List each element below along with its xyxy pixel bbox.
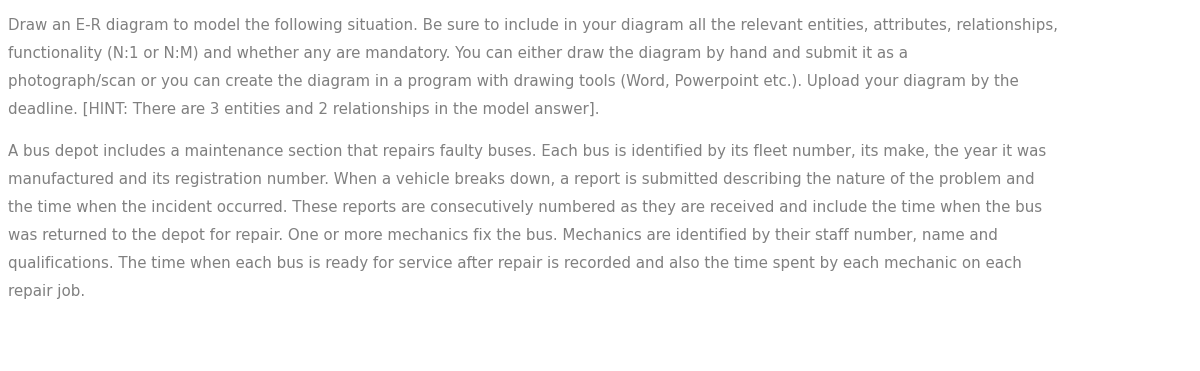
Text: the time when the incident occurred. These reports are consecutively numbered as: the time when the incident occurred. The… — [8, 200, 1042, 215]
Text: A bus depot includes a maintenance section that repairs faulty buses. Each bus i: A bus depot includes a maintenance secti… — [8, 144, 1046, 159]
Text: manufactured and its registration number. When a vehicle breaks down, a report i: manufactured and its registration number… — [8, 172, 1034, 187]
Text: deadline. [HINT: There are 3 entities and 2 relationships in the model answer].: deadline. [HINT: There are 3 entities an… — [8, 102, 600, 117]
Text: functionality (N:1 or N:M) and whether any are mandatory. You can either draw th: functionality (N:1 or N:M) and whether a… — [8, 46, 908, 61]
Text: qualifications. The time when each bus is ready for service after repair is reco: qualifications. The time when each bus i… — [8, 256, 1022, 271]
Text: was returned to the depot for repair. One or more mechanics fix the bus. Mechani: was returned to the depot for repair. On… — [8, 228, 998, 243]
Text: Draw an E-R diagram to model the following situation. Be sure to include in your: Draw an E-R diagram to model the followi… — [8, 18, 1058, 33]
Text: photograph/scan or you can create the diagram in a program with drawing tools (W: photograph/scan or you can create the di… — [8, 74, 1019, 89]
Text: repair job.: repair job. — [8, 284, 85, 299]
